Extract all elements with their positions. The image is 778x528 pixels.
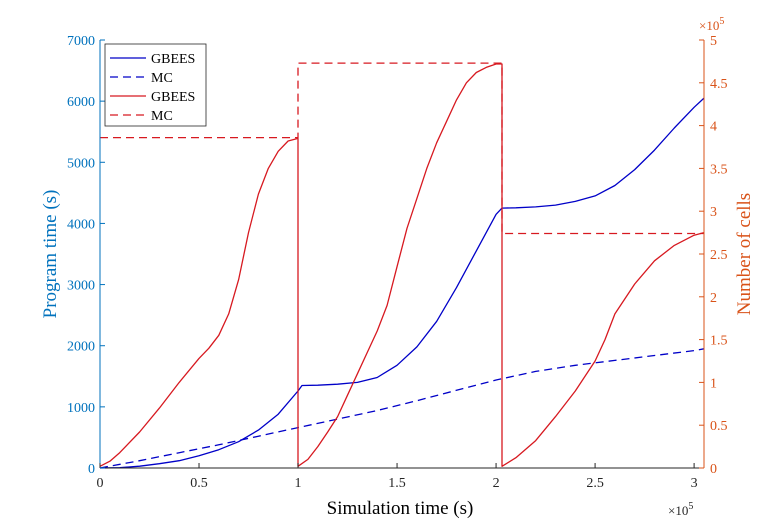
series-line-3-mc-right xyxy=(100,62,704,235)
y-right-tick-label-1: 0.5 xyxy=(710,419,728,434)
y-left-tick-label-6: 6000 xyxy=(67,95,95,110)
y-right-tick-label-9: 4.5 xyxy=(710,77,728,92)
x-tick-label-2: 1 xyxy=(295,476,302,491)
x-tick-label-4: 2 xyxy=(493,476,500,491)
y-left-tick-label-4: 4000 xyxy=(67,217,95,232)
y-right-tick-label-6: 3 xyxy=(710,205,717,220)
y-right-tick-label-8: 4 xyxy=(710,120,717,135)
x-exponent-label: ×105 xyxy=(668,501,693,518)
y-right-axis-label: Number of cells xyxy=(734,193,755,315)
axes xyxy=(99,39,705,469)
y-left-tick-label-3: 3000 xyxy=(67,279,95,294)
x-axis-label: Simulation time (s) xyxy=(327,498,474,519)
y-right-tick-label-2: 1 xyxy=(710,376,717,391)
y-right-tick-label-0: 0 xyxy=(710,462,717,477)
y-left-tick-label-7: 7000 xyxy=(67,34,95,49)
series-line-0-gbees-left xyxy=(99,97,705,469)
y-right-tick-label-7: 3.5 xyxy=(710,162,728,177)
x-tick-label-1: 0.5 xyxy=(190,476,208,491)
y-right-tick-label-10: 5 xyxy=(710,34,717,49)
series-line-1-mc-left xyxy=(99,348,705,469)
legend-label-2: GBEES xyxy=(151,90,195,105)
plot-area xyxy=(99,62,705,469)
legend-label-3: MC xyxy=(151,109,173,124)
legend-label-1: MC xyxy=(151,71,173,86)
legend-label-0: GBEES xyxy=(151,52,195,67)
x-tick-label-6: 3 xyxy=(691,476,698,491)
legend: GBEES MC GBEES MC xyxy=(104,43,207,127)
y-left-tick-label-2: 2000 xyxy=(67,340,95,355)
y-left-axis-label: Program time (s) xyxy=(40,190,61,319)
y-left-tick-label-5: 5000 xyxy=(67,156,95,171)
y-right-exponent-label: ×105 xyxy=(699,16,724,33)
series-line-2-gbees-right xyxy=(99,63,705,467)
y-right-tick-label-3: 1.5 xyxy=(710,334,728,349)
y-left-tick-label-1: 1000 xyxy=(67,401,95,416)
x-tick-label-3: 1.5 xyxy=(388,476,406,491)
y-right-tick-label-4: 2 xyxy=(710,291,717,306)
y-left-tick-label-0: 0 xyxy=(88,462,95,477)
x-tick-label-0: 0 xyxy=(97,476,104,491)
tick-labels: 0 0.5 1 1.5 2 2.5 3010002000300040005000600070… xyxy=(67,34,728,491)
x-tick-label-5: 2.5 xyxy=(586,476,604,491)
y-right-tick-label-5: 2.5 xyxy=(710,248,728,263)
